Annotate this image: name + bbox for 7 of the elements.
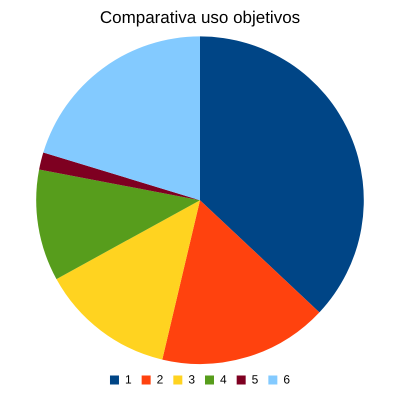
legend-label: 3 bbox=[188, 372, 196, 386]
legend-label: 4 bbox=[220, 372, 227, 386]
legend-label: 6 bbox=[283, 372, 290, 386]
legend-label: 2 bbox=[156, 372, 164, 386]
legend-label: 5 bbox=[252, 372, 259, 386]
legend-label: 1 bbox=[124, 372, 132, 386]
chart-title: Comparativa uso objetivos bbox=[100, 8, 300, 27]
